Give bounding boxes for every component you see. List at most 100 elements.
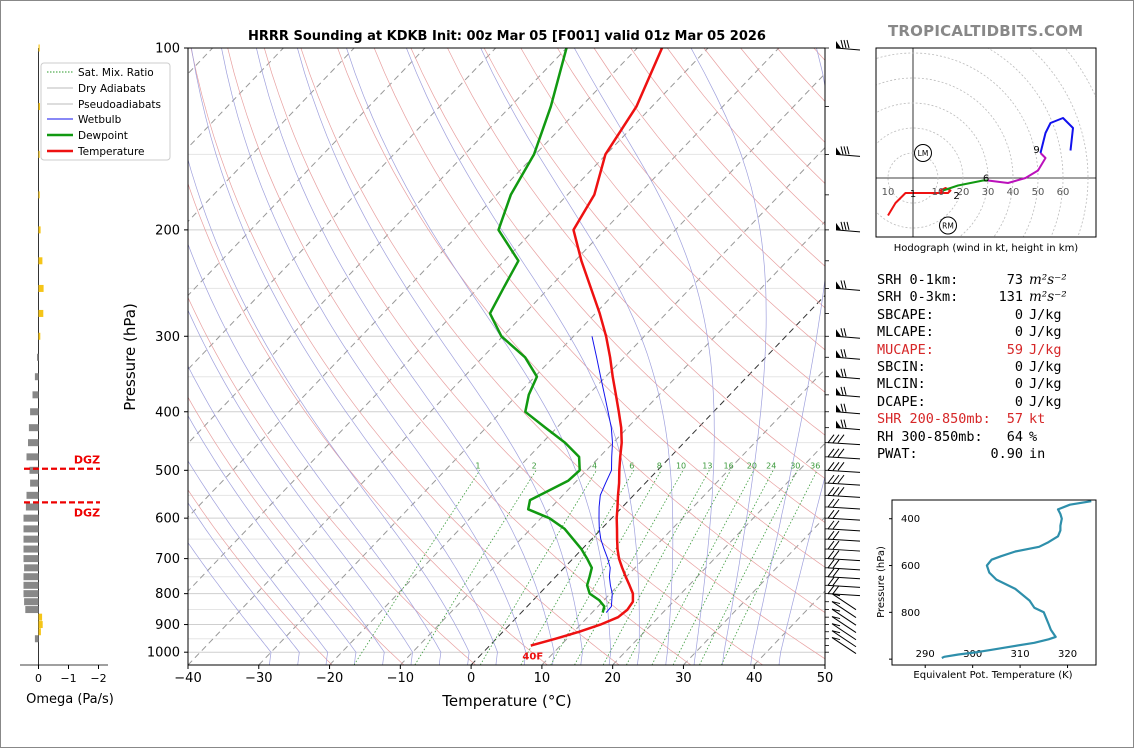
mixing-ratio-line [626,470,731,665]
mixing-ratio-label: 8 [657,461,662,470]
barb-flag [836,387,841,395]
hodograph-caption: Hodograph (wind in kt, height in km) [894,243,1079,254]
omega-xlabel: Omega (Pa/s) [26,692,114,707]
x-tick-label: 10 [534,671,551,686]
hodograph-trace [887,117,1074,217]
x-tick-label: −20 [316,671,343,686]
parameter-row: SRH 0-3km: 131 m²s⁻² [877,289,1087,306]
parameter-label: MUCAPE: [877,341,934,358]
legend-pseudoadiabats: Pseudoadiabats [78,99,161,111]
barb-feather [831,637,841,641]
legend-temperature: Temperature [77,146,145,158]
barb-feather [832,434,840,443]
mixing-ratio-line [574,470,684,665]
pseudoadiabat [297,48,583,665]
barb-feather [832,550,840,559]
omega-bar [25,606,39,614]
pseudoadiabat [778,475,825,665]
hodograph-height-label: 2 [953,191,959,202]
x-tick-label: 50 [817,671,834,686]
hodograph-ring [876,102,989,237]
x-tick-label: 30 [675,671,692,686]
mixing-ratio-label: 13 [702,461,712,470]
hodograph-marker-label: LM [918,149,929,158]
legend-dry-adiabats: Dry Adiabats [78,83,146,95]
barb-feather [832,498,840,508]
y-tick-label: 500 [155,464,180,479]
parameter-unit: in [1029,445,1046,462]
parameter-label: SHR 200-850mb: [877,411,991,428]
mixing-ratio-line [414,470,537,665]
omega-bar [32,391,39,399]
mixing-ratio-line [721,470,818,665]
mixing-ratio-label: 2 [532,461,537,470]
barb-staff [827,442,861,446]
dry-adiabat [188,296,476,665]
barb-flag [836,281,841,289]
barb-feather [827,487,835,496]
dry-adiabat [483,48,825,436]
mixing-ratio-label: 16 [723,461,733,470]
pseudoadiabat [191,48,498,665]
isotherm [188,48,497,371]
mixing-ratio-label: 1 [475,461,480,470]
hodograph-ring-label: 60 [1057,187,1070,198]
parameter-row: DCAPE: 0 J/kg [877,394,1087,411]
omega-bar [38,44,40,52]
barb-feather [840,221,844,231]
theta-e-ylabel: Pressure (hPa) [876,546,887,618]
hodograph-labels: 10 10 20 30 40 50 60 1 2 6 9 LM RM [882,144,1070,235]
barb-staff [835,394,861,398]
dry-adiabat [447,48,825,479]
omega-bar [28,424,39,432]
parameter-label: SRH 0-1km: [877,272,959,288]
barb-staff [835,335,861,339]
omega-bar [38,621,43,629]
theta-e-xlabel: Equivalent Pot. Temperature (K) [913,670,1072,681]
barb-feather [832,568,840,578]
parameter-value: 59 J/kg [1007,342,1087,359]
y-tick-label: 900 [155,618,180,633]
dry-adiabat [263,48,763,665]
omega-bar [23,535,39,543]
pseudoadiabat [573,48,715,665]
barb-feather [827,530,835,540]
barb-feather [827,559,835,569]
skewt-plot-frame [187,47,826,666]
parameter-label: SRH 0-3km: [877,289,959,306]
parameter-value: 0 J/kg [1015,307,1087,324]
parameter-number: 131 [998,289,1023,306]
omega-bar [38,284,44,292]
barb-feather [840,39,844,49]
barb-staff [827,548,861,552]
skewt-data-lines: 40F [488,48,664,663]
omega-bar [38,257,43,265]
barb-feather [827,509,835,519]
pseudoadiabat [188,309,413,665]
barb-staff [835,356,861,360]
barb-staff [827,558,861,562]
barb-feather [846,146,850,155]
barb-feather [843,328,847,337]
barb-feather [827,448,835,458]
dry-adiabat [190,48,620,665]
dewpoint-line [488,48,606,613]
barb-feather [832,577,840,586]
barb-feather [831,601,841,605]
parameter-value: 57 kt [1007,411,1087,428]
parameter-unit: J/kg [1029,306,1062,323]
hodograph-ring [987,48,1064,237]
mixing-ratio-line [699,470,798,665]
barb-feather [827,434,835,443]
x-tick-label: −40 [174,671,201,686]
barb-feather [827,568,835,578]
mixing-ratio-label: 20 [747,461,757,470]
barb-feather [837,448,845,458]
mixing-ratio-label: 30 [790,461,800,470]
barb-feather [843,146,847,155]
theta-e-axes: 290 300 310 320 400 600 800 [889,514,1077,668]
barb-staff [827,517,861,521]
pseudoadiabat [188,502,300,665]
barb-staff [827,456,861,460]
omega-bar [24,598,39,606]
